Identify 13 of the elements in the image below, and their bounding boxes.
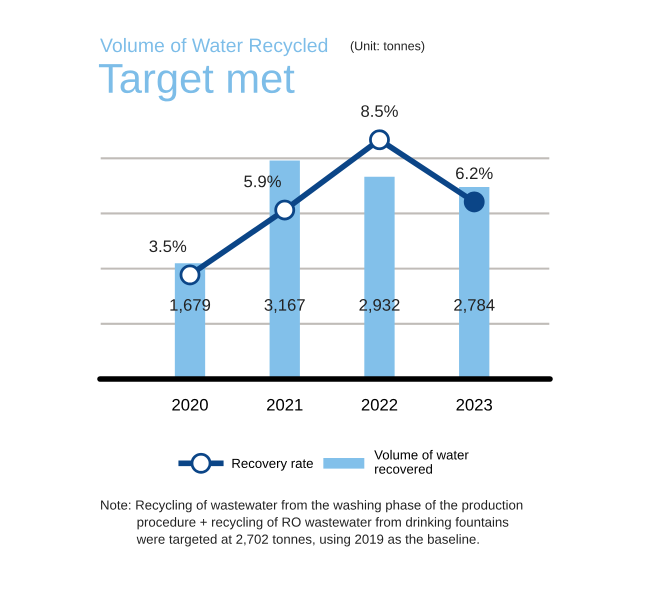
data-label: 3.5%: [149, 240, 186, 252]
chart-title: Volume of Water Recycled: [100, 38, 328, 56]
x-tick-label: 2023: [456, 398, 492, 411]
legend-label: Volume of water recovered: [374, 450, 469, 474]
data-label: 8.5%: [361, 105, 398, 117]
text: Note: Recycling of wastewater from the washing phase of the production procedure + recycling of RO wastewater from drinking fountains were targeted at 2,702 tonnes, using 2019 as the baseline.: [101, 500, 522, 546]
x-tick-label: 2020: [172, 398, 208, 411]
chart-subtitle: Target met: [98, 64, 295, 102]
x-tick-label: 2022: [362, 398, 398, 411]
text: (Unit: tonnes): [350, 41, 424, 53]
data-label: 6.2%: [456, 167, 493, 180]
legend-label: Recovery rate: [232, 458, 313, 471]
x-tick-label: 2021: [267, 398, 302, 411]
